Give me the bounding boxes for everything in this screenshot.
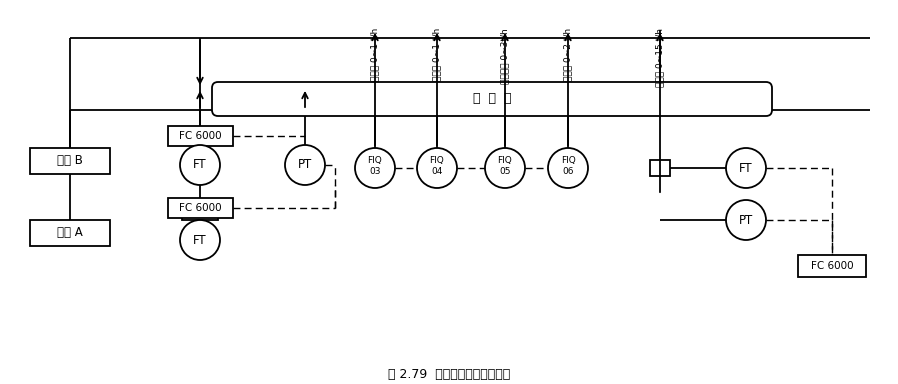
Bar [798, 255, 866, 277]
Bar [182, 131, 218, 145]
Circle shape [180, 220, 220, 260]
Text: 锅炉 A: 锅炉 A [57, 227, 83, 240]
Text: PT: PT [739, 214, 753, 227]
Bar [168, 198, 233, 218]
Circle shape [285, 145, 325, 185]
Text: FC 6000: FC 6000 [811, 261, 853, 271]
Bar [30, 148, 110, 174]
Bar [30, 220, 110, 246]
Bar [182, 206, 218, 220]
FancyBboxPatch shape [212, 82, 772, 116]
Text: FT: FT [193, 159, 207, 172]
Circle shape [548, 148, 588, 188]
Circle shape [726, 148, 766, 188]
Circle shape [417, 148, 457, 188]
Text: 去除氧器 0~3t/h: 去除氧器 0~3t/h [500, 28, 509, 84]
Circle shape [726, 200, 766, 240]
Circle shape [180, 145, 220, 185]
Text: FT: FT [739, 162, 753, 174]
Text: 去泳池 0~15 t/h: 去泳池 0~15 t/h [656, 28, 665, 87]
Text: FC 6000: FC 6000 [180, 131, 222, 141]
Text: FC 6000: FC 6000 [180, 203, 222, 213]
Text: FIQ
05: FIQ 05 [497, 156, 513, 176]
Text: 去副楼 0~1 t/h: 去副楼 0~1 t/h [433, 28, 442, 81]
Text: 去外供 0~2 t/h: 去外供 0~2 t/h [564, 28, 573, 81]
Text: 锅炉 B: 锅炉 B [57, 154, 83, 167]
Circle shape [485, 148, 525, 188]
Bar [168, 126, 233, 146]
Text: 分  配  器: 分 配 器 [472, 93, 511, 106]
Circle shape [355, 148, 395, 188]
Text: FIQ
04: FIQ 04 [429, 156, 445, 176]
Text: FT: FT [193, 233, 207, 247]
Text: FIQ
06: FIQ 06 [560, 156, 576, 176]
Text: 图 2.79  锅炉房蒸汽计量系统图: 图 2.79 锅炉房蒸汽计量系统图 [388, 369, 510, 381]
Text: FIQ
03: FIQ 03 [367, 156, 383, 176]
Text: 去主楼 0~1 t/h: 去主楼 0~1 t/h [371, 28, 380, 81]
Text: PT: PT [298, 159, 313, 172]
Bar [650, 160, 670, 176]
